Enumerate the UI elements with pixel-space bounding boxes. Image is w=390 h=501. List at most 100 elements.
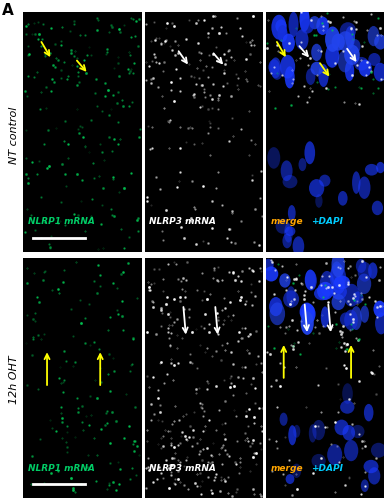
Ellipse shape (354, 58, 369, 71)
Ellipse shape (359, 61, 372, 78)
Text: merge: merge (271, 463, 303, 472)
Ellipse shape (368, 467, 380, 484)
Ellipse shape (344, 46, 360, 66)
Ellipse shape (320, 272, 334, 297)
Ellipse shape (351, 425, 365, 438)
Ellipse shape (374, 36, 386, 51)
Ellipse shape (317, 282, 333, 301)
Ellipse shape (293, 425, 300, 438)
Ellipse shape (325, 45, 339, 69)
Ellipse shape (301, 312, 314, 335)
Ellipse shape (279, 274, 291, 288)
Ellipse shape (288, 205, 296, 221)
Ellipse shape (325, 28, 340, 53)
Ellipse shape (306, 69, 316, 86)
Ellipse shape (340, 401, 355, 414)
Ellipse shape (310, 63, 323, 76)
Ellipse shape (365, 164, 378, 176)
Ellipse shape (300, 8, 310, 33)
Ellipse shape (352, 172, 360, 194)
Ellipse shape (357, 274, 371, 295)
Ellipse shape (338, 51, 352, 73)
Ellipse shape (356, 260, 366, 274)
Ellipse shape (281, 161, 292, 182)
Ellipse shape (280, 56, 295, 79)
Ellipse shape (263, 259, 274, 272)
Ellipse shape (292, 237, 304, 257)
Ellipse shape (312, 420, 325, 440)
Ellipse shape (282, 234, 292, 249)
Ellipse shape (278, 26, 287, 43)
Ellipse shape (305, 142, 315, 165)
Ellipse shape (305, 270, 316, 291)
Ellipse shape (285, 474, 294, 484)
Ellipse shape (334, 276, 350, 290)
Ellipse shape (292, 463, 301, 478)
Ellipse shape (272, 67, 282, 81)
Ellipse shape (345, 27, 355, 49)
Ellipse shape (344, 440, 358, 461)
Text: A: A (2, 3, 14, 18)
Ellipse shape (295, 30, 308, 51)
Ellipse shape (330, 264, 346, 291)
Ellipse shape (337, 32, 354, 52)
Ellipse shape (300, 20, 314, 35)
Ellipse shape (332, 35, 345, 52)
Ellipse shape (351, 307, 362, 330)
Ellipse shape (280, 413, 287, 426)
Text: NLRP1 mRNA: NLRP1 mRNA (28, 217, 95, 226)
Ellipse shape (332, 295, 345, 311)
Ellipse shape (327, 444, 342, 465)
Ellipse shape (264, 267, 278, 282)
Ellipse shape (319, 175, 330, 187)
Ellipse shape (360, 306, 369, 323)
Ellipse shape (276, 219, 290, 234)
Ellipse shape (368, 27, 379, 47)
Ellipse shape (344, 284, 360, 307)
Ellipse shape (358, 177, 370, 199)
Ellipse shape (269, 298, 282, 317)
Ellipse shape (374, 301, 386, 318)
Ellipse shape (372, 201, 383, 216)
Ellipse shape (283, 291, 299, 308)
Ellipse shape (331, 284, 347, 300)
Ellipse shape (282, 176, 298, 189)
Ellipse shape (306, 271, 317, 291)
Ellipse shape (345, 61, 354, 82)
Ellipse shape (287, 287, 296, 306)
Ellipse shape (312, 454, 326, 468)
Ellipse shape (350, 40, 361, 55)
Ellipse shape (342, 425, 355, 441)
Ellipse shape (284, 224, 293, 243)
Ellipse shape (300, 303, 314, 322)
Ellipse shape (332, 253, 345, 278)
Ellipse shape (309, 180, 324, 198)
Ellipse shape (269, 303, 285, 326)
Ellipse shape (342, 383, 353, 404)
Ellipse shape (268, 60, 280, 76)
Text: NLRP3 mRNA: NLRP3 mRNA (149, 463, 216, 472)
Ellipse shape (368, 54, 381, 67)
Ellipse shape (318, 65, 329, 88)
Ellipse shape (338, 191, 347, 206)
Ellipse shape (363, 460, 378, 473)
Ellipse shape (321, 307, 329, 328)
Ellipse shape (289, 13, 298, 38)
Ellipse shape (368, 263, 378, 279)
Ellipse shape (267, 148, 280, 169)
Text: NT control: NT control (9, 107, 19, 164)
Ellipse shape (282, 35, 295, 53)
Text: merge: merge (271, 217, 303, 226)
Ellipse shape (275, 21, 287, 34)
Ellipse shape (331, 262, 343, 287)
Ellipse shape (361, 479, 369, 492)
Ellipse shape (335, 420, 349, 435)
Ellipse shape (314, 287, 330, 301)
Ellipse shape (285, 227, 295, 236)
Ellipse shape (301, 305, 316, 324)
Ellipse shape (309, 17, 320, 30)
Ellipse shape (374, 64, 387, 83)
Text: +DAPI: +DAPI (311, 463, 343, 472)
Ellipse shape (316, 18, 329, 36)
Text: 12h OHT: 12h OHT (9, 354, 19, 403)
